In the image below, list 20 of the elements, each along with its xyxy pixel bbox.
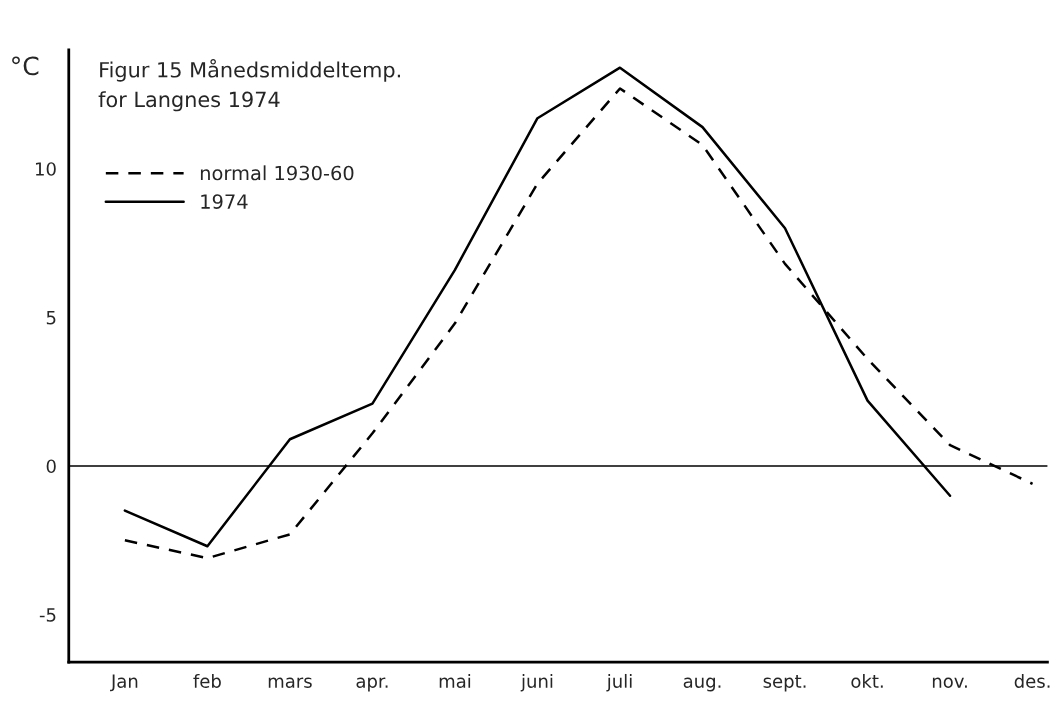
y-tick-label: 10: [35, 162, 56, 176]
x-tick-label: okt.: [851, 673, 883, 688]
x-tick-label: nov.: [932, 677, 967, 688]
y-axis-title: °C: [12, 56, 39, 76]
x-tick-label: juni: [520, 673, 553, 692]
x-tick-label: mai: [439, 673, 471, 688]
y-tick-label: 0: [46, 459, 56, 474]
legend-label: normal 1930-60: [200, 165, 354, 181]
x-tick-label: mars: [268, 677, 312, 688]
x-tick-label: des.: [1014, 673, 1050, 688]
x-tick-label: Jan: [110, 674, 138, 692]
y-tick-label: 5: [46, 311, 56, 325]
x-tick-label: sept.: [763, 675, 806, 692]
x-tick-label: juli: [606, 673, 632, 692]
x-tick-label: feb: [193, 673, 221, 688]
y-tick-label: -5: [39, 608, 56, 622]
x-tick-label: apr.: [356, 677, 388, 692]
legend-label: 1974: [201, 194, 248, 209]
text: Figur 15 Månedsmiddeltemp. for Langnes 1974: [98, 59, 400, 112]
x-tick-label: aug.: [683, 677, 721, 692]
